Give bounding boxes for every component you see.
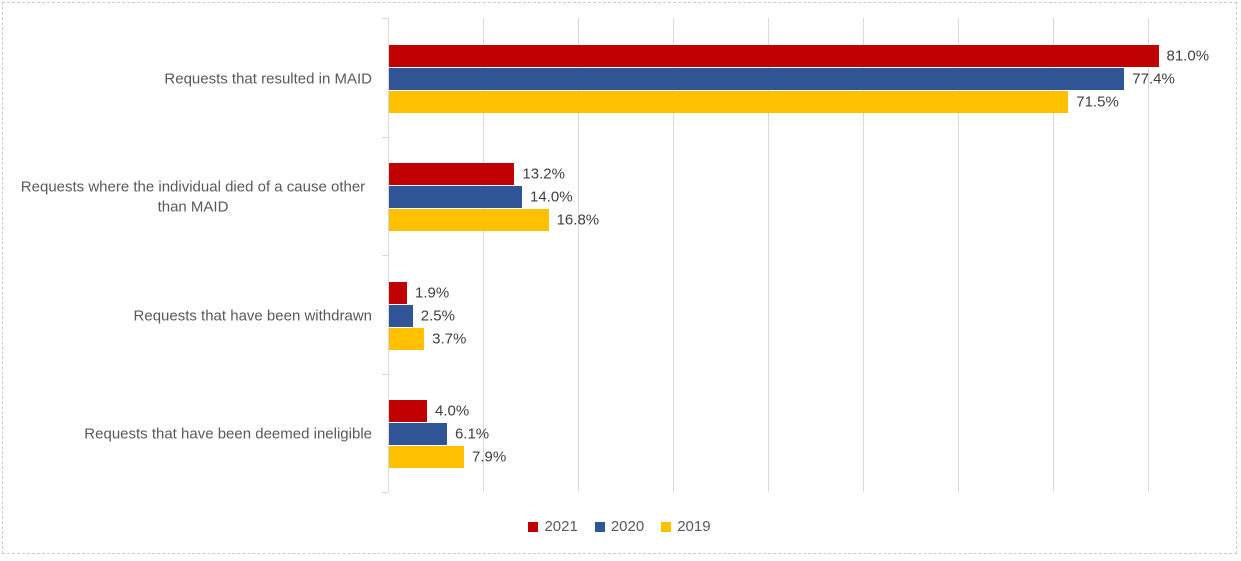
data-label: 6.1% (454, 425, 490, 443)
bar-2021 (389, 44, 1159, 67)
data-label: 7.9% (472, 448, 507, 466)
gridline (768, 18, 769, 492)
axis-tick (382, 18, 388, 19)
legend: 2021 2020 2019 (2, 519, 1237, 534)
data-label: 1.9% (415, 284, 450, 301)
data-label: 14.0% (530, 188, 573, 206)
bar-2020 (389, 186, 522, 208)
legend-item-2021: 2021 (528, 518, 578, 535)
axis-tick (382, 492, 388, 493)
bar-2019 (389, 90, 1069, 113)
bar-2019 (389, 327, 425, 350)
gridline (578, 18, 579, 492)
bar-2020 (389, 423, 447, 445)
category-axis-label: Requests that have been deemed ineligibl… (84, 425, 372, 443)
data-label: 13.2% (522, 165, 565, 183)
data-label: 16.8% (556, 211, 600, 229)
axis-tick (382, 137, 388, 138)
legend-label: 2020 (610, 518, 645, 535)
gridline (673, 18, 674, 492)
bar-2021 (389, 163, 515, 185)
legend-swatch (528, 521, 539, 532)
data-label: 3.7% (432, 330, 467, 347)
bar-2019 (389, 446, 465, 468)
category-axis-label: Requests where the individual died of a … (20, 178, 366, 216)
gridline (1148, 18, 1149, 492)
legend-swatch (661, 521, 672, 532)
legend-swatch (594, 521, 605, 532)
data-label: 77.4% (1132, 70, 1175, 87)
axis-tick (382, 374, 388, 375)
bar-2021 (389, 281, 408, 304)
category-axis-line (388, 18, 389, 492)
data-label: 71.5% (1076, 93, 1119, 110)
axis-tick (382, 255, 388, 256)
data-label: 81.0% (1166, 47, 1210, 64)
gridline (1053, 18, 1054, 492)
legend-item-2020: 2020 (594, 518, 645, 535)
data-label: 2.5% (420, 307, 455, 324)
gridline (863, 18, 864, 492)
bar-2020 (389, 67, 1125, 90)
gridline (483, 18, 484, 492)
legend-label: 2019 (677, 518, 711, 535)
bar-2019 (389, 209, 549, 231)
category-axis-label: Requests that resulted in MAID (164, 69, 372, 87)
legend-item-2019: 2019 (661, 518, 711, 535)
bar-2020 (389, 304, 413, 327)
legend-label: 2021 (544, 518, 578, 535)
category-axis-label: Requests that have been withdrawn (133, 306, 372, 324)
gridline (958, 18, 959, 492)
bar-2021 (389, 400, 427, 422)
data-label: 4.0% (435, 402, 470, 420)
